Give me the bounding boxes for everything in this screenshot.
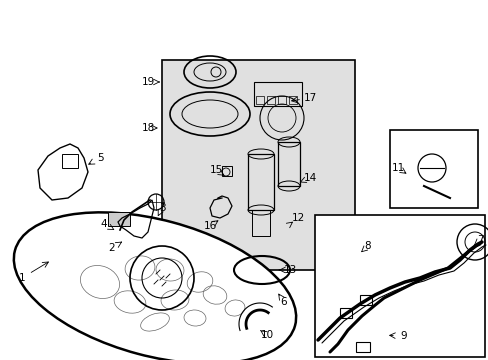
Bar <box>266 96 274 104</box>
Bar <box>278 142 299 186</box>
Bar <box>162 60 354 270</box>
Text: 19: 19 <box>141 77 154 87</box>
Bar <box>314 215 484 357</box>
Text: 12: 12 <box>291 213 304 223</box>
Text: 11: 11 <box>390 163 404 173</box>
Ellipse shape <box>14 212 296 360</box>
Text: 2: 2 <box>108 243 115 253</box>
Bar <box>62 154 78 168</box>
Text: 3: 3 <box>159 203 165 213</box>
Text: 7: 7 <box>476 235 482 245</box>
Text: 15: 15 <box>209 165 222 175</box>
Bar <box>278 96 285 104</box>
Bar <box>108 212 130 226</box>
Text: 14: 14 <box>303 173 316 183</box>
Bar <box>253 82 302 106</box>
Text: 5: 5 <box>97 153 103 163</box>
Text: 17: 17 <box>303 93 316 103</box>
Text: 9: 9 <box>400 331 407 341</box>
Text: 16: 16 <box>203 221 216 231</box>
Text: 18: 18 <box>141 123 154 133</box>
Bar <box>256 96 264 104</box>
Bar <box>339 308 351 318</box>
Bar <box>355 342 369 352</box>
Text: 6: 6 <box>280 297 287 307</box>
Text: 10: 10 <box>260 330 273 340</box>
Bar <box>389 130 477 208</box>
Text: 13: 13 <box>283 265 296 275</box>
Bar <box>222 166 231 176</box>
Text: 1: 1 <box>19 273 25 283</box>
Bar <box>288 96 296 104</box>
Bar <box>247 154 273 210</box>
Bar <box>359 295 371 305</box>
Bar <box>251 210 269 236</box>
Text: 4: 4 <box>101 219 107 229</box>
Text: 8: 8 <box>364 241 370 251</box>
